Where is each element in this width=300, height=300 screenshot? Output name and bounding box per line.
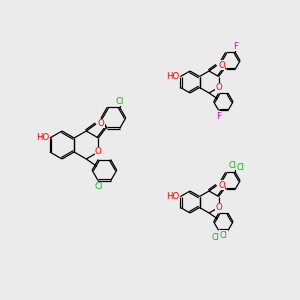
Text: Cl: Cl bbox=[236, 163, 244, 172]
Text: Cl: Cl bbox=[116, 97, 124, 106]
Text: Cl: Cl bbox=[220, 231, 227, 240]
Text: Cl: Cl bbox=[94, 182, 103, 191]
Text: HO: HO bbox=[36, 134, 49, 142]
Text: O: O bbox=[215, 203, 222, 212]
Text: F: F bbox=[216, 112, 221, 121]
Text: F: F bbox=[233, 42, 238, 51]
Text: Cl: Cl bbox=[212, 233, 220, 242]
Text: HO: HO bbox=[166, 72, 179, 81]
Text: Cl: Cl bbox=[228, 161, 236, 170]
Text: O: O bbox=[218, 61, 225, 70]
Text: O: O bbox=[95, 148, 102, 157]
Text: HO: HO bbox=[166, 192, 179, 201]
Text: O: O bbox=[215, 83, 222, 92]
Text: O: O bbox=[218, 181, 225, 190]
Text: O: O bbox=[98, 119, 104, 128]
